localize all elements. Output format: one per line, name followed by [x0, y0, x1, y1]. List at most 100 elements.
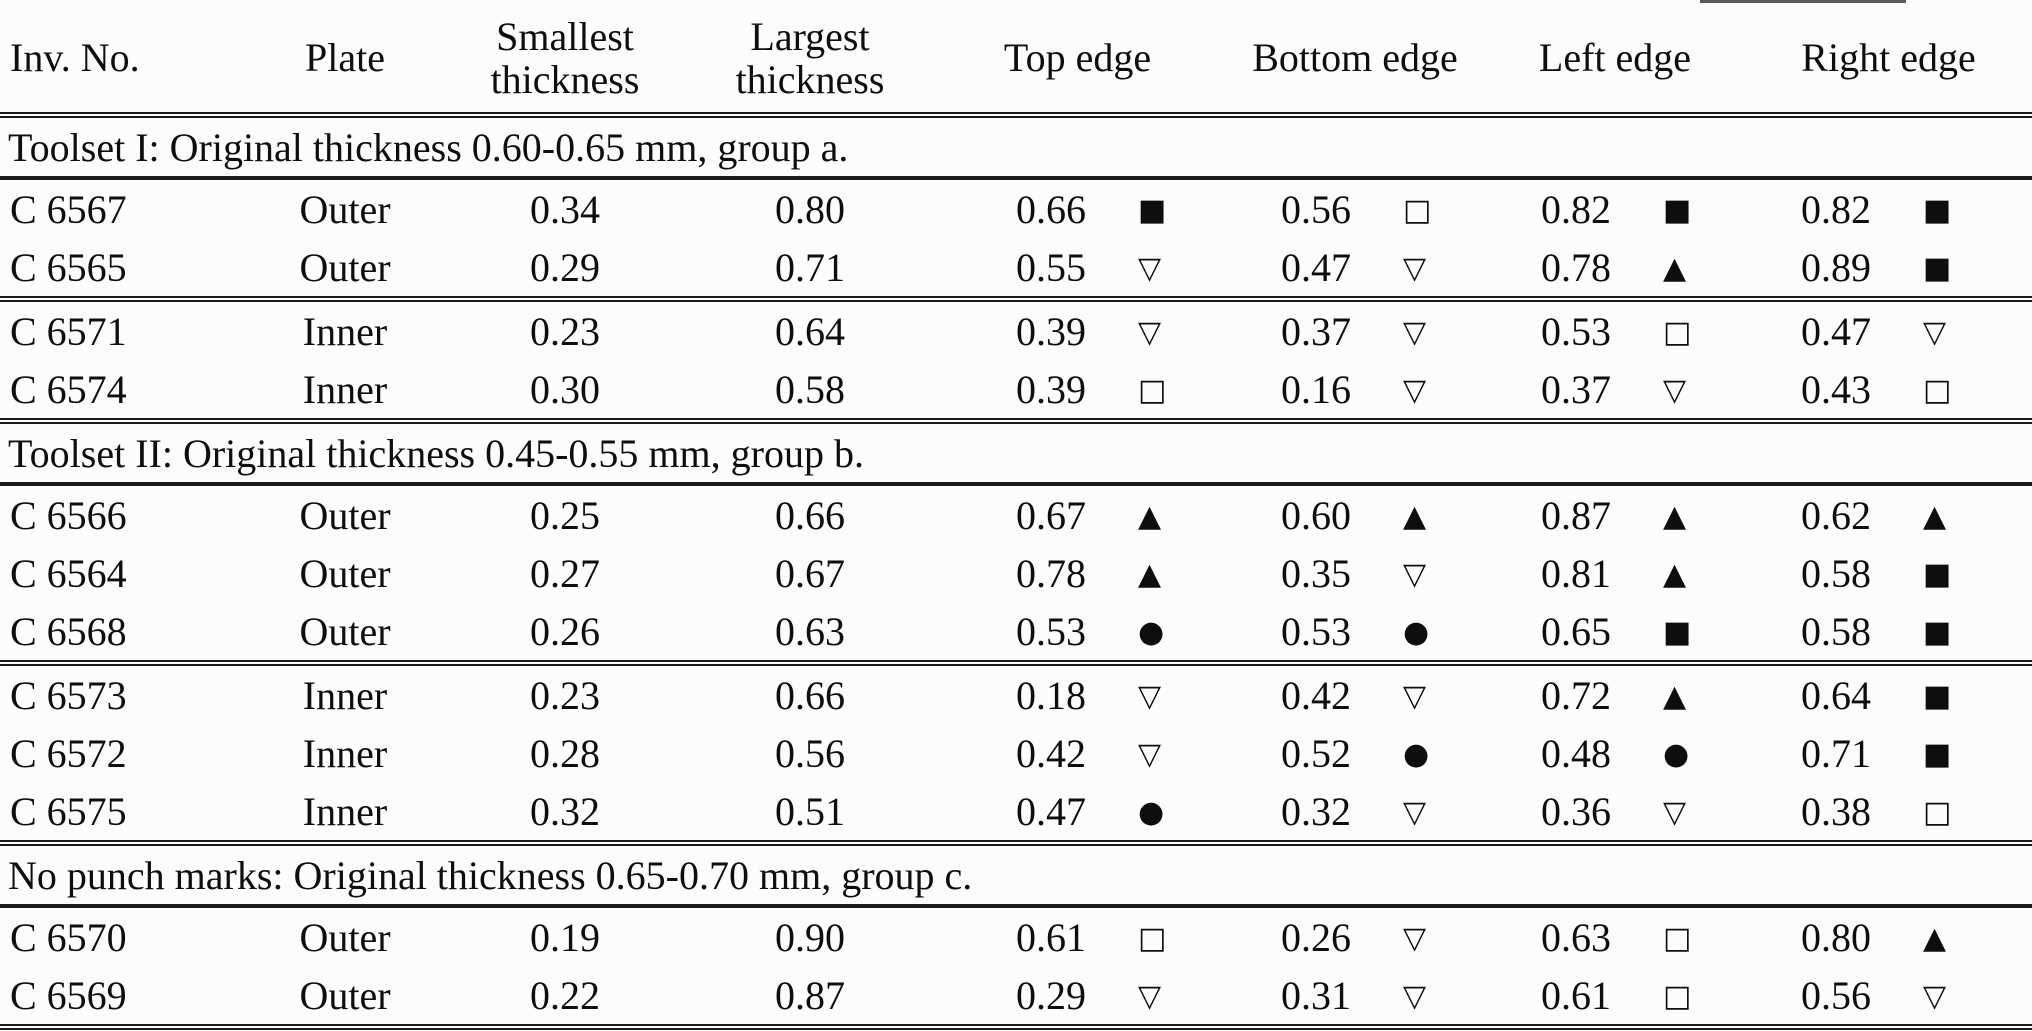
top-edge-cell: 0.29 ▽: [930, 966, 1225, 1030]
table-row: C 6571 Inner 0.23 0.64 0.39 ▽ 0.37 ▽ 0.53 □…: [0, 299, 2032, 360]
edge-value: 0.61: [1541, 972, 1611, 1018]
smallest-thickness-cell: 0.22: [440, 966, 690, 1030]
open-triangle-down-icon: ▽: [1138, 314, 1162, 350]
plate-cell: Outer: [250, 602, 440, 666]
plate-cell: Outer: [250, 966, 440, 1030]
table-row: C 6572 Inner 0.28 0.56 0.42 ▽ 0.52 ● 0.48 ●…: [0, 724, 2032, 782]
filled-square-icon: ■: [1663, 192, 1692, 228]
plate-cell: Inner: [302, 730, 388, 776]
edge-value: 0.55: [1016, 244, 1086, 290]
right-edge-cell: 0.58 ■: [1745, 602, 2032, 666]
smallest-thickness-cell: 0.30: [440, 360, 690, 424]
table-row: C 6569 Outer 0.22 0.87 0.29 ▽ 0.31 ▽ 0.61 □…: [0, 966, 2032, 1030]
col-header-smallest-thickness: Smallest thickness: [440, 4, 690, 118]
right-edge-cell: 0.80 ▲: [1745, 906, 2032, 966]
edge-value: 0.78: [1016, 550, 1086, 596]
largest-thickness-cell: 0.58: [690, 360, 930, 424]
edge-value: 0.65: [1541, 608, 1611, 654]
filled-triangle-up-icon: ▲: [1138, 556, 1162, 592]
largest-thickness-cell: 0.64: [775, 308, 845, 354]
top-edge-cell: 0.55 ▽: [930, 238, 1225, 302]
left-edge-cell: 0.37 ▽: [1485, 360, 1745, 424]
filled-square-icon: ■: [1923, 556, 1952, 592]
open-triangle-down-icon: ▽: [1403, 556, 1427, 592]
edge-value: 0.48: [1541, 730, 1611, 776]
edge-value: 0.53: [1281, 608, 1351, 654]
bottom-edge-cell: 0.26 ▽: [1225, 906, 1485, 966]
left-edge-cell: 0.53 □: [1485, 299, 1745, 360]
section-title: No punch marks: Original thickness 0.65-…: [0, 843, 2032, 908]
open-square-icon: □: [1138, 372, 1167, 408]
edge-value: 0.71: [1801, 730, 1871, 776]
bottom-edge-cell: 0.16 ▽: [1225, 360, 1485, 424]
edge-value: 0.64: [1801, 672, 1871, 718]
open-square-icon: □: [1923, 372, 1952, 408]
top-edge-cell: 0.47 ●: [930, 782, 1225, 846]
plate-cell: Inner: [250, 782, 440, 846]
table-header-row: Inv. No. Plate Smallest thickness Larges…: [0, 4, 2032, 118]
edge-value: 0.56: [1281, 186, 1351, 232]
col-header-inv-no: Inv. No.: [0, 4, 250, 118]
smallest-thickness-cell: 0.19: [530, 914, 600, 960]
bottom-edge-cell: 0.32 ▽: [1225, 782, 1485, 846]
open-triangle-down-icon: ▽: [1138, 678, 1162, 714]
edge-value: 0.43: [1801, 366, 1871, 412]
open-square-icon: □: [1663, 978, 1692, 1014]
edge-value: 0.47: [1801, 308, 1871, 354]
open-triangle-down-icon: ▽: [1663, 794, 1687, 830]
bottom-edge-cell: 0.31 ▽: [1225, 966, 1485, 1030]
edge-value: 0.63: [1541, 914, 1611, 960]
edge-value: 0.29: [1016, 972, 1086, 1018]
edge-value: 0.80: [1801, 914, 1871, 960]
filled-triangle-up-icon: ▲: [1663, 498, 1687, 534]
left-edge-cell: 0.36 ▽: [1485, 782, 1745, 846]
largest-thickness-cell: 0.90: [775, 914, 845, 960]
inv-no-cell: C 6568: [0, 602, 250, 666]
filled-square-icon: ■: [1138, 192, 1167, 228]
open-triangle-down-icon: ▽: [1403, 978, 1427, 1014]
open-triangle-down-icon: ▽: [1403, 920, 1427, 956]
table-row: C 6568 Outer 0.26 0.63 0.53 ● 0.53 ● 0.65 ■…: [0, 602, 2032, 666]
section-header-no-punch-marks: No punch marks: Original thickness 0.65-…: [0, 843, 2032, 908]
open-triangle-down-icon: ▽: [1403, 372, 1427, 408]
filled-circle-icon: ●: [1403, 614, 1430, 650]
top-edge-cell: 0.39 □: [930, 360, 1225, 424]
largest-thickness-cell: 0.66: [775, 492, 845, 538]
filled-triangle-up-icon: ▲: [1923, 920, 1947, 956]
edge-value: 0.56: [1801, 972, 1871, 1018]
filled-triangle-up-icon: ▲: [1403, 498, 1427, 534]
inv-no-cell: C 6564: [10, 550, 127, 596]
right-edge-cell: 0.62 ▲: [1745, 484, 2032, 544]
smallest-thickness-cell: 0.25: [530, 492, 600, 538]
filled-circle-icon: ●: [1403, 736, 1430, 772]
edge-value: 0.39: [1016, 308, 1086, 354]
filled-triangle-up-icon: ▲: [1663, 250, 1687, 286]
smallest-thickness-cell: 0.34: [530, 186, 600, 232]
plate-cell: Outer: [250, 238, 440, 302]
bottom-edge-cell: 0.42 ▽: [1225, 663, 1485, 724]
edge-value: 0.47: [1016, 788, 1086, 834]
filled-square-icon: ■: [1923, 736, 1952, 772]
open-triangle-down-icon: ▽: [1138, 736, 1162, 772]
open-triangle-down-icon: ▽: [1403, 678, 1427, 714]
left-edge-cell: 0.78 ▲: [1485, 238, 1745, 302]
filled-square-icon: ■: [1923, 250, 1952, 286]
table-row: C 6573 Inner 0.23 0.66 0.18 ▽ 0.42 ▽ 0.72 ▲…: [0, 663, 2032, 724]
edge-value: 0.31: [1281, 972, 1351, 1018]
edge-value: 0.62: [1801, 492, 1871, 538]
bottom-edge-cell: 0.37 ▽: [1225, 299, 1485, 360]
edge-value: 0.53: [1016, 608, 1086, 654]
open-square-icon: □: [1138, 920, 1167, 956]
scan-artifact-line: [1700, 0, 1906, 3]
inv-no-cell: C 6573: [10, 672, 127, 718]
left-edge-cell: 0.82 ■: [1485, 178, 1745, 238]
left-edge-cell: 0.65 ■: [1485, 602, 1745, 666]
edge-value: 0.81: [1541, 550, 1611, 596]
right-edge-cell: 0.56 ▽: [1745, 966, 2032, 1030]
top-edge-cell: 0.53 ●: [930, 602, 1225, 666]
bottom-edge-cell: 0.52 ●: [1225, 724, 1485, 782]
edge-value: 0.87: [1541, 492, 1611, 538]
top-edge-cell: 0.67 ▲: [930, 484, 1225, 544]
edge-value: 0.78: [1541, 244, 1611, 290]
left-edge-cell: 0.63 □: [1485, 906, 1745, 966]
